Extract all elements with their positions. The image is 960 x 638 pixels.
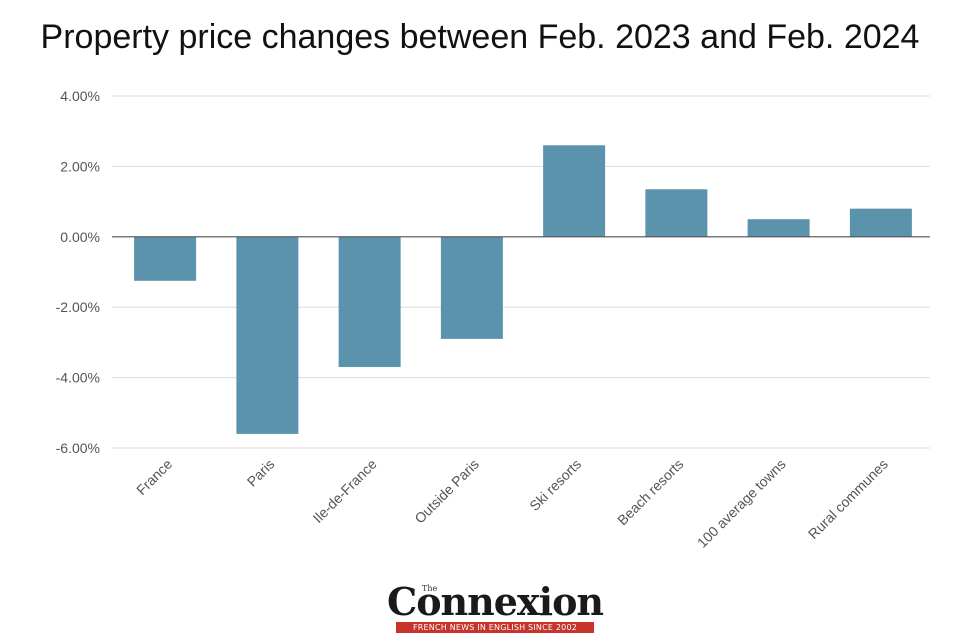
bar [338, 236, 401, 368]
bar [849, 208, 912, 237]
chart-title: Property price changes between Feb. 2023… [40, 18, 920, 56]
y-tick-label: 2.00% [60, 158, 100, 174]
bar [440, 236, 503, 339]
x-tick-label: Outside Paris [411, 456, 482, 527]
x-tick-label: Paris [244, 456, 278, 490]
y-tick-label: 0.00% [60, 229, 100, 245]
y-axis-ticks: 4.00% 2.00% 0.00% -2.00% -4.00% -6.00% [56, 88, 100, 456]
grid-lines [112, 95, 930, 449]
x-tick-label: 100 average towns [694, 456, 789, 551]
y-tick-label: 4.00% [60, 88, 100, 104]
logo-name: Connexion [386, 579, 604, 624]
logo-tagline: FRENCH NEWS IN ENGLISH SINCE 2002 [396, 622, 594, 633]
x-tick-label: Ski resorts [526, 456, 584, 514]
y-tick-label: -4.00% [56, 370, 100, 386]
bar [236, 236, 299, 434]
x-tick-label: France [133, 456, 175, 498]
bars [134, 145, 912, 434]
x-tick-label: Rural communes [805, 456, 891, 542]
bar [543, 145, 606, 237]
x-tick-label: Beach resorts [614, 456, 686, 528]
bar-chart: 4.00% 2.00% 0.00% -2.00% -4.00% -6.00% France… [56, 88, 930, 551]
x-tick-label: Ile-de-France [310, 456, 380, 526]
y-tick-label: -6.00% [56, 440, 100, 456]
bar [134, 236, 197, 281]
bar [645, 189, 708, 237]
bar [747, 219, 810, 237]
y-tick-label: -2.00% [56, 299, 100, 315]
x-axis-ticks: France Paris Ile-de-France Outside Paris Ski… [133, 456, 891, 551]
logo-the: The [422, 584, 438, 593]
connexion-logo: Connexion The FRENCH NEWS IN ENGLISH SIN… [380, 582, 610, 634]
